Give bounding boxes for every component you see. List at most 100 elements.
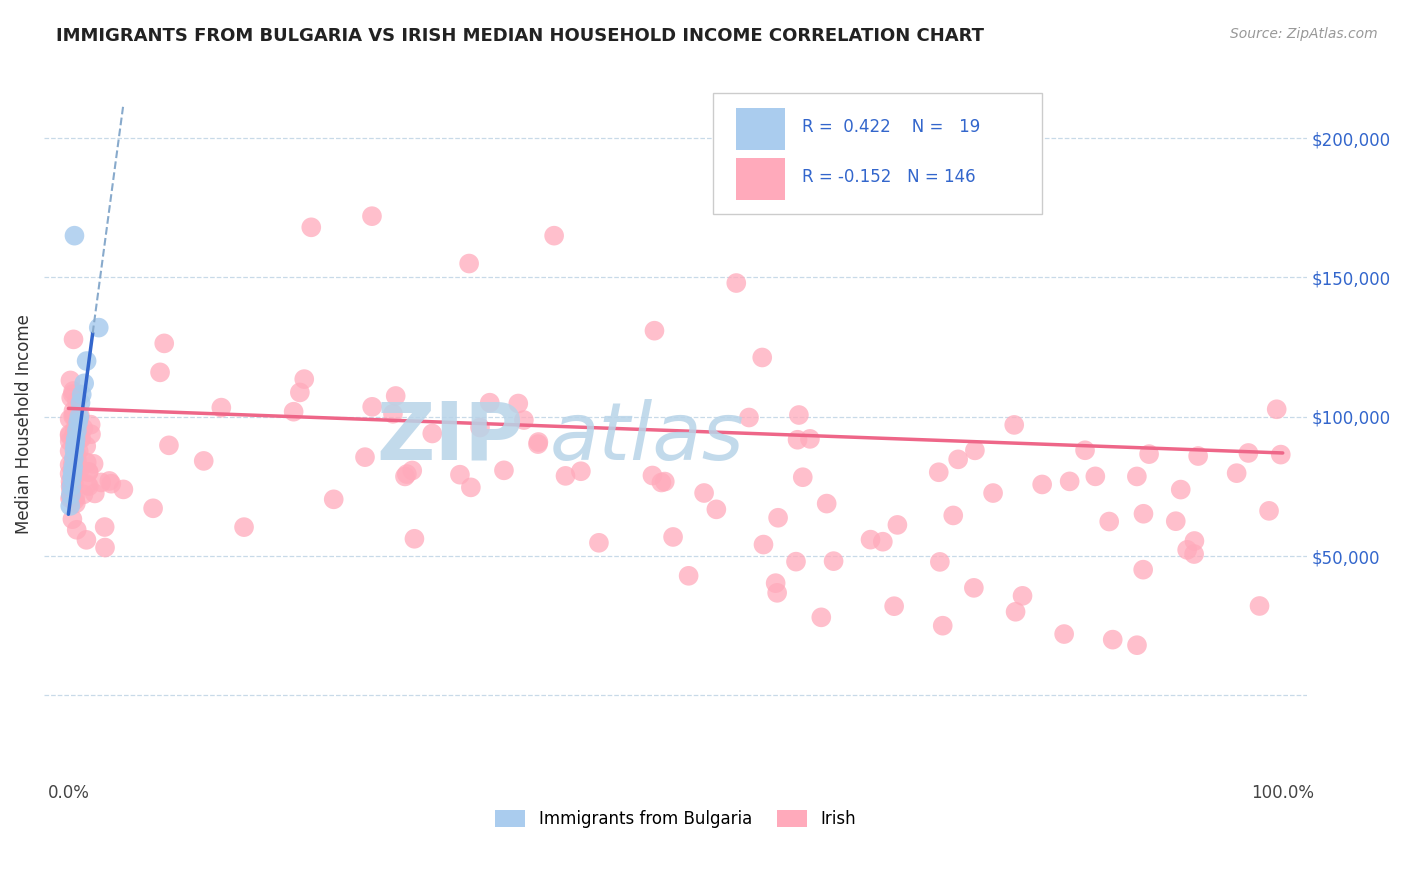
Point — [65, 432, 87, 446]
Point — [404, 532, 426, 546]
Point — [142, 501, 165, 516]
Point — [963, 581, 986, 595]
Point — [59, 434, 82, 449]
Point — [725, 276, 748, 290]
Point — [810, 610, 832, 624]
Point — [76, 455, 98, 469]
Point — [79, 417, 101, 432]
Point — [62, 475, 84, 490]
Point — [458, 256, 481, 270]
Point — [1132, 507, 1154, 521]
Point — [63, 451, 86, 466]
Text: atlas: atlas — [550, 399, 744, 477]
Point — [59, 373, 82, 387]
Text: ZIP: ZIP — [377, 399, 524, 477]
Point — [69, 462, 91, 476]
Point — [75, 439, 97, 453]
Point — [704, 502, 727, 516]
Point — [785, 555, 807, 569]
Point — [1126, 469, 1149, 483]
Point — [886, 517, 908, 532]
Point — [381, 407, 404, 421]
Point — [67, 444, 90, 458]
Point — [693, 486, 716, 500]
Point — [859, 533, 882, 547]
Point — [1226, 466, 1249, 480]
Point — [93, 520, 115, 534]
Point — [59, 491, 82, 506]
Point — [62, 466, 84, 480]
Point — [157, 438, 180, 452]
Text: Source: ZipAtlas.com: Source: ZipAtlas.com — [1230, 27, 1378, 41]
FancyBboxPatch shape — [737, 158, 786, 200]
Point — [1074, 443, 1097, 458]
Point — [67, 409, 90, 424]
Point — [1182, 547, 1205, 561]
Legend: Immigrants from Bulgaria, Irish: Immigrants from Bulgaria, Irish — [489, 803, 862, 835]
Point — [823, 554, 845, 568]
Point — [527, 437, 550, 451]
Point — [1137, 447, 1160, 461]
Point — [83, 457, 105, 471]
Point — [354, 450, 377, 464]
Point — [1031, 477, 1053, 491]
Point — [288, 385, 311, 400]
Point — [799, 432, 821, 446]
Point — [59, 490, 82, 504]
Point — [946, 452, 969, 467]
Point — [62, 387, 84, 401]
Point — [643, 324, 665, 338]
Point — [60, 479, 83, 493]
Point — [1237, 446, 1260, 460]
Point — [1184, 534, 1206, 549]
Point — [460, 480, 482, 494]
Point — [98, 474, 121, 488]
Point — [63, 493, 86, 508]
Point — [569, 464, 592, 478]
Point — [63, 443, 86, 458]
Point — [963, 443, 986, 458]
Point — [468, 420, 491, 434]
Point — [508, 396, 530, 410]
Point — [77, 479, 100, 493]
Point — [72, 487, 94, 501]
Point — [492, 463, 515, 477]
Point — [766, 586, 789, 600]
Point — [478, 395, 501, 409]
Point — [59, 475, 82, 489]
Point — [654, 475, 676, 489]
Point — [209, 401, 232, 415]
Point — [1132, 563, 1154, 577]
Point — [928, 555, 950, 569]
Point — [66, 454, 89, 468]
Point — [292, 372, 315, 386]
Point — [1270, 448, 1292, 462]
Point — [112, 483, 135, 497]
Point — [87, 320, 110, 334]
Point — [543, 228, 565, 243]
Point — [931, 618, 953, 632]
Point — [193, 454, 215, 468]
Point — [67, 415, 90, 429]
Point — [83, 486, 105, 500]
Point — [1011, 589, 1033, 603]
Point — [66, 448, 89, 462]
Point — [883, 599, 905, 614]
Point — [65, 490, 87, 504]
Point — [76, 477, 98, 491]
Point — [90, 475, 112, 490]
Point — [322, 492, 344, 507]
Point — [513, 413, 536, 427]
Point — [66, 523, 89, 537]
Point — [792, 470, 814, 484]
Point — [59, 467, 82, 481]
Point — [70, 432, 93, 446]
Point — [1053, 627, 1076, 641]
Point — [60, 483, 83, 498]
Point — [62, 457, 84, 471]
Point — [401, 463, 423, 477]
Point — [1059, 475, 1081, 489]
Point — [283, 405, 305, 419]
Point — [981, 486, 1004, 500]
Point — [59, 458, 82, 472]
